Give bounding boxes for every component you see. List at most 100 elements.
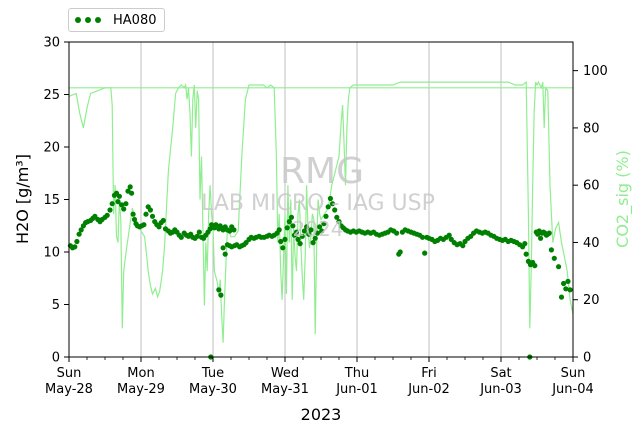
right-y-tick-label: 100 <box>583 64 608 79</box>
right-y-tick-label: 80 <box>583 121 600 136</box>
left-y-axis-ticks: 0 5 10 15 20 25 30 <box>43 36 69 366</box>
x-tick-label-day: Sun <box>57 366 82 381</box>
x-tick-label-day: Sun <box>561 366 586 381</box>
h2o-data-point <box>446 232 452 238</box>
h2o-data-point <box>538 235 544 241</box>
h2o-data-point <box>306 231 312 237</box>
h2o-data-point <box>317 224 323 230</box>
h2o-data-point <box>288 214 295 220</box>
h2o-data-point <box>116 193 122 199</box>
h2o-data-point <box>222 251 228 257</box>
h2o-data-point <box>297 241 303 247</box>
watermark-line-3: 2024 <box>293 217 344 241</box>
h2o-data-point <box>394 230 400 236</box>
h2o-data-point <box>567 287 573 293</box>
x-tick-label-date: May-29 <box>117 382 165 397</box>
h2o-data-point <box>74 238 80 245</box>
h2o-data-point <box>76 231 82 237</box>
h2o-data-point <box>422 250 428 256</box>
h2o-data-point <box>295 236 301 242</box>
co2-sig-series-line <box>68 80 574 343</box>
legend: HA080 <box>68 8 166 32</box>
watermark-line-1: RMG <box>280 151 364 192</box>
h2o-data-point <box>282 236 288 242</box>
h2o-data-point <box>218 292 224 298</box>
h2o-data-point <box>460 243 466 249</box>
x-tick-label-date: Jun-03 <box>479 382 522 397</box>
h2o-data-point <box>147 207 153 213</box>
h2o-data-point <box>276 227 282 233</box>
h2o-data-point <box>327 195 333 202</box>
h2o-data-point <box>131 216 138 223</box>
h2o-data-point <box>556 264 562 270</box>
h2o-data-point <box>325 204 331 210</box>
h2o-data-point <box>104 212 110 218</box>
h2o-data-point <box>299 233 305 239</box>
x-tick-label-date: May-31 <box>261 382 309 397</box>
h2o-data-point <box>143 211 149 217</box>
x-gridlines <box>140 42 502 357</box>
h2o-data-point <box>160 217 166 224</box>
h2o-data-point <box>329 201 336 207</box>
h2o-data-point <box>332 207 338 213</box>
x-tick-label-day: Sat <box>490 366 511 381</box>
left-y-tick-label: 0 <box>52 351 60 366</box>
h2o-data-point <box>397 249 403 255</box>
left-y-tick-label: 15 <box>43 193 60 208</box>
h2o-data-point <box>563 286 569 292</box>
left-y-tick-label: 30 <box>43 36 60 51</box>
h2o-data-point <box>72 244 78 250</box>
h2o-data-point <box>141 222 147 228</box>
x-tick-label-date: Jun-02 <box>407 382 450 397</box>
h2o-data-point <box>129 190 135 196</box>
x-tick-label-date: May-30 <box>189 382 237 397</box>
h2o-data-point <box>308 227 314 233</box>
h2o-data-point <box>548 247 555 253</box>
h2o-series-dots <box>67 184 573 360</box>
h2o-data-point <box>321 221 327 227</box>
h2o-data-point <box>310 240 316 246</box>
h2o-data-point <box>216 287 222 293</box>
h2o-data-point <box>546 230 552 236</box>
x-tick-label-day: Thu <box>344 366 369 381</box>
x-axis-title: 2023 <box>301 405 342 424</box>
right-y-tick-label: 0 <box>583 351 591 366</box>
h2o-data-point <box>278 238 284 245</box>
right-y-axis-title: CO2_sig (%) <box>613 150 633 248</box>
h2o-data-point <box>107 207 113 213</box>
x-tick-label-date: May-28 <box>45 382 93 397</box>
h2o-data-point <box>123 201 129 207</box>
x-axis-ticks: SunMay-28MonMay-29TueMay-30WedMay-31ThuJ… <box>45 357 594 397</box>
h2o-data-point <box>301 228 307 234</box>
h2o-data-point <box>109 201 115 207</box>
x-tick-label-day: Mon <box>127 366 154 381</box>
h2o-data-point <box>178 234 184 240</box>
h2o-data-point <box>121 206 127 212</box>
h2o-data-point <box>127 184 133 190</box>
h2o-data-point <box>551 255 557 261</box>
h2o-data-point <box>220 245 226 251</box>
x-tick-label-date: Jun-01 <box>335 382 378 397</box>
h2o-data-point <box>130 211 136 217</box>
right-y-tick-label: 20 <box>583 293 600 308</box>
h2o-data-point <box>227 228 233 234</box>
h2o-data-point <box>558 294 565 300</box>
h2o-data-point <box>523 251 529 257</box>
x-tick-label-day: Wed <box>271 366 299 381</box>
right-y-tick-label: 40 <box>583 236 600 251</box>
left-y-axis-title: H2O [g/m³] <box>13 154 32 244</box>
h2o-data-point <box>319 228 325 234</box>
h2o-data-point <box>284 225 290 231</box>
h2o-data-point <box>231 227 237 233</box>
legend-label-ha080: HA080 <box>113 12 157 28</box>
left-y-tick-label: 10 <box>43 246 60 261</box>
left-y-tick-label: 25 <box>43 88 60 103</box>
h2o-data-point <box>565 278 571 284</box>
x-tick-label-day: Fri <box>421 366 437 381</box>
h2o-data-point <box>196 229 202 235</box>
h2o-data-point <box>312 235 318 241</box>
left-y-tick-label: 5 <box>52 298 60 313</box>
h2o-data-point <box>314 230 320 236</box>
right-y-tick-label: 60 <box>583 179 600 194</box>
